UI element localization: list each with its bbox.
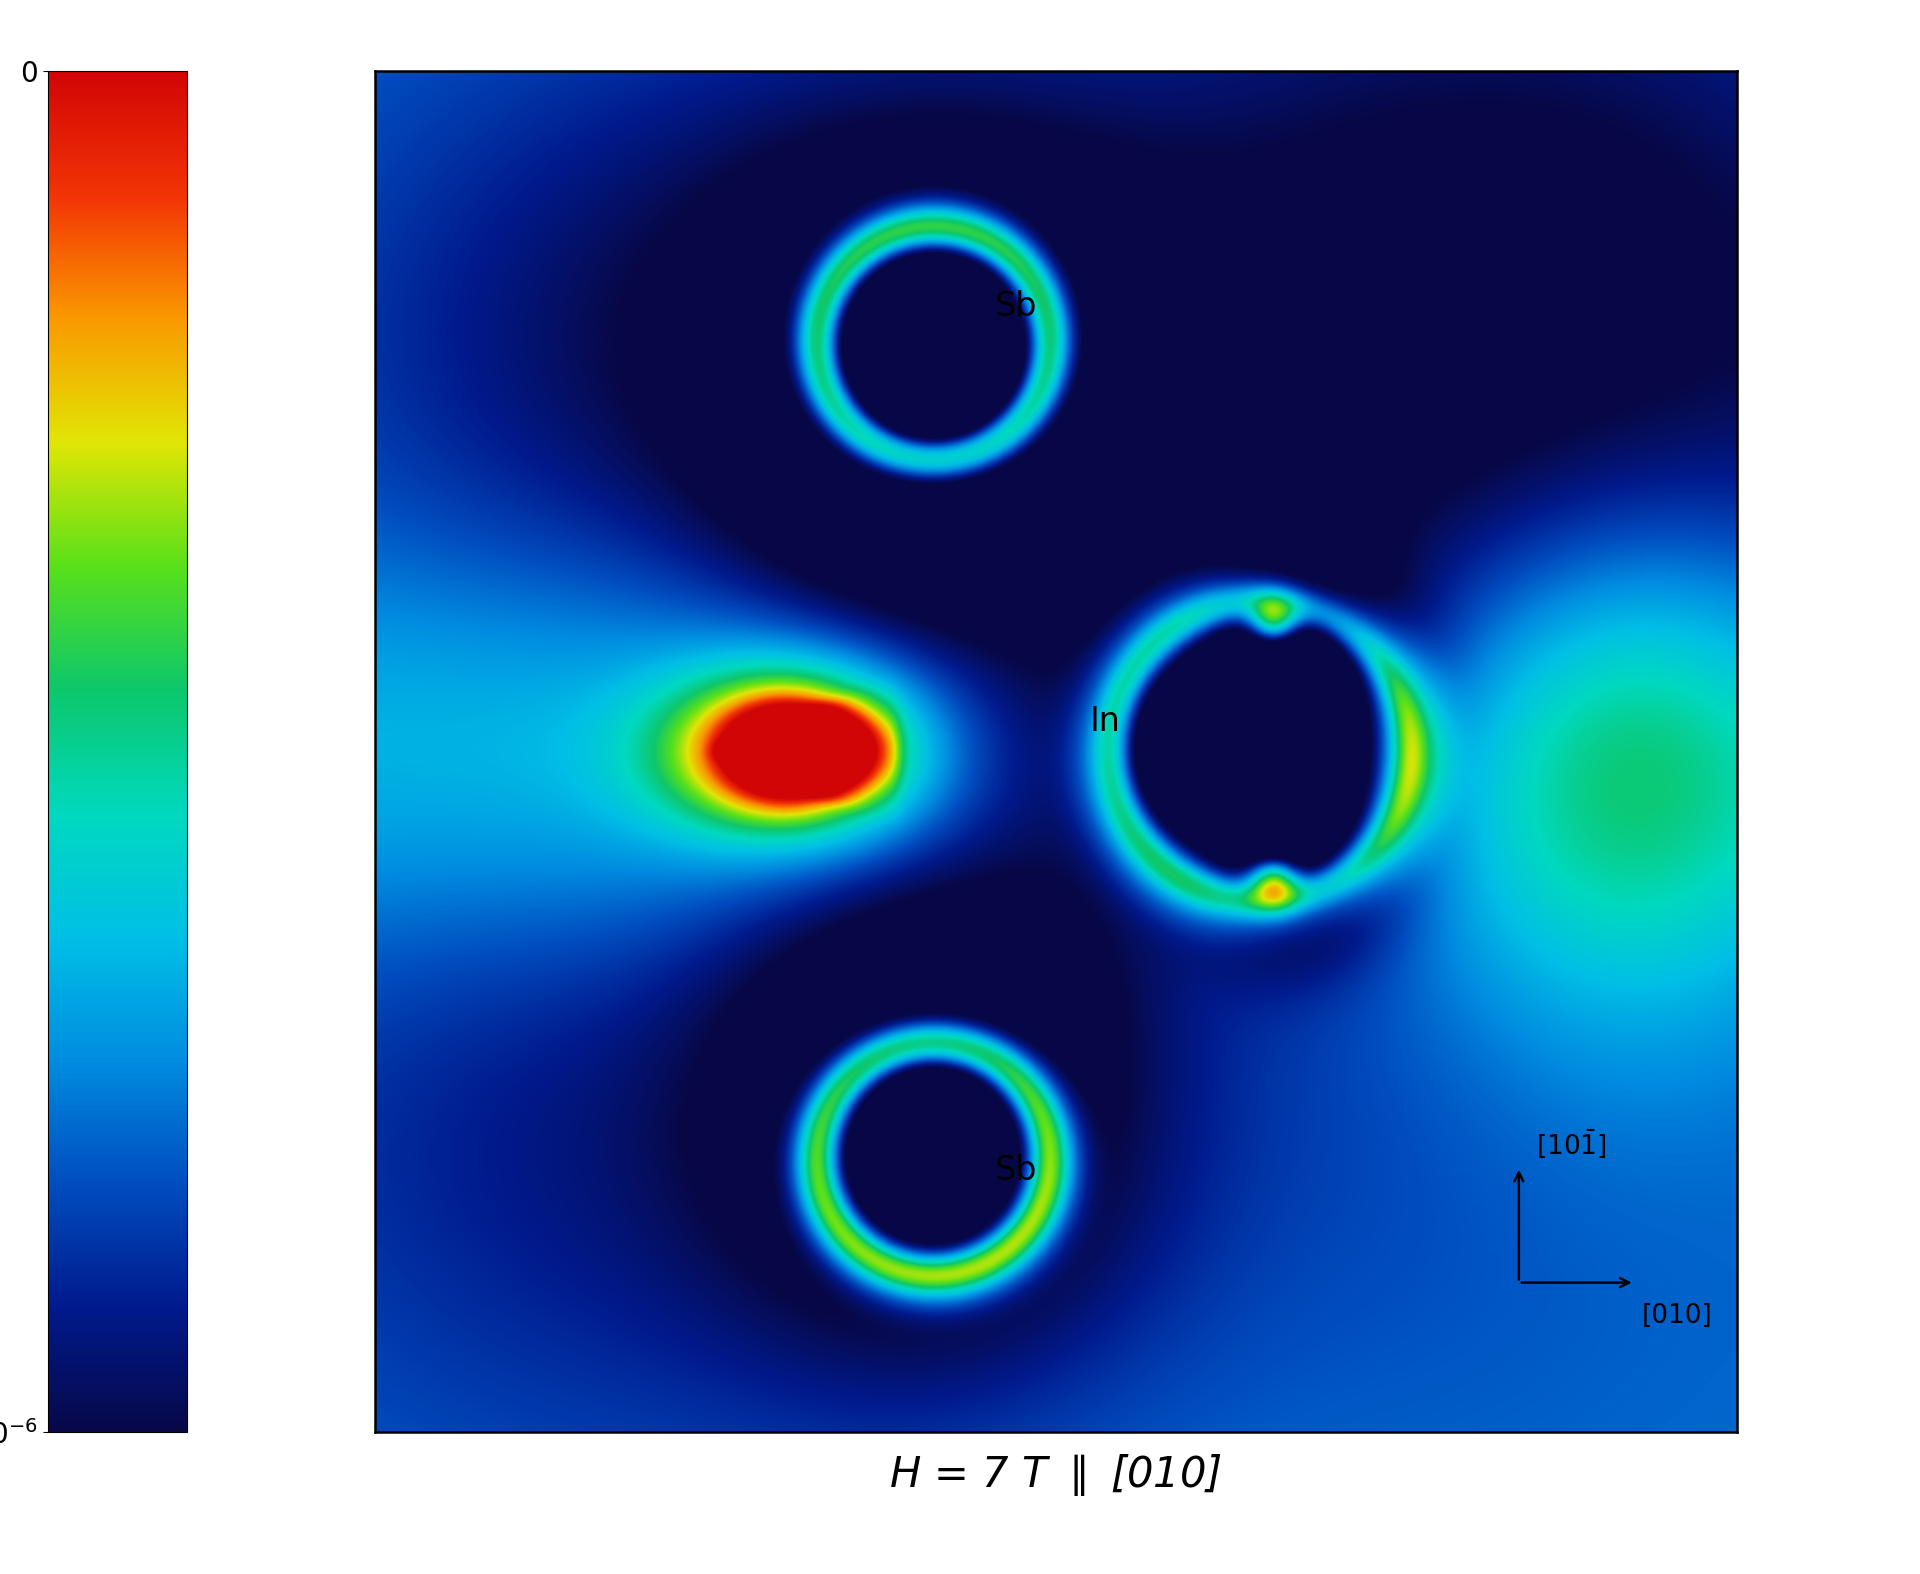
Text: Sb: Sb bbox=[995, 290, 1037, 323]
X-axis label: $H$ = 7 T $\parallel$ [010]: $H$ = 7 T $\parallel$ [010] bbox=[889, 1451, 1223, 1498]
Text: [10$\bar{1}$]: [10$\bar{1}$] bbox=[1536, 1127, 1607, 1160]
Text: Sb: Sb bbox=[995, 1154, 1037, 1187]
Text: In: In bbox=[1091, 705, 1121, 738]
Text: [010]: [010] bbox=[1642, 1303, 1713, 1330]
